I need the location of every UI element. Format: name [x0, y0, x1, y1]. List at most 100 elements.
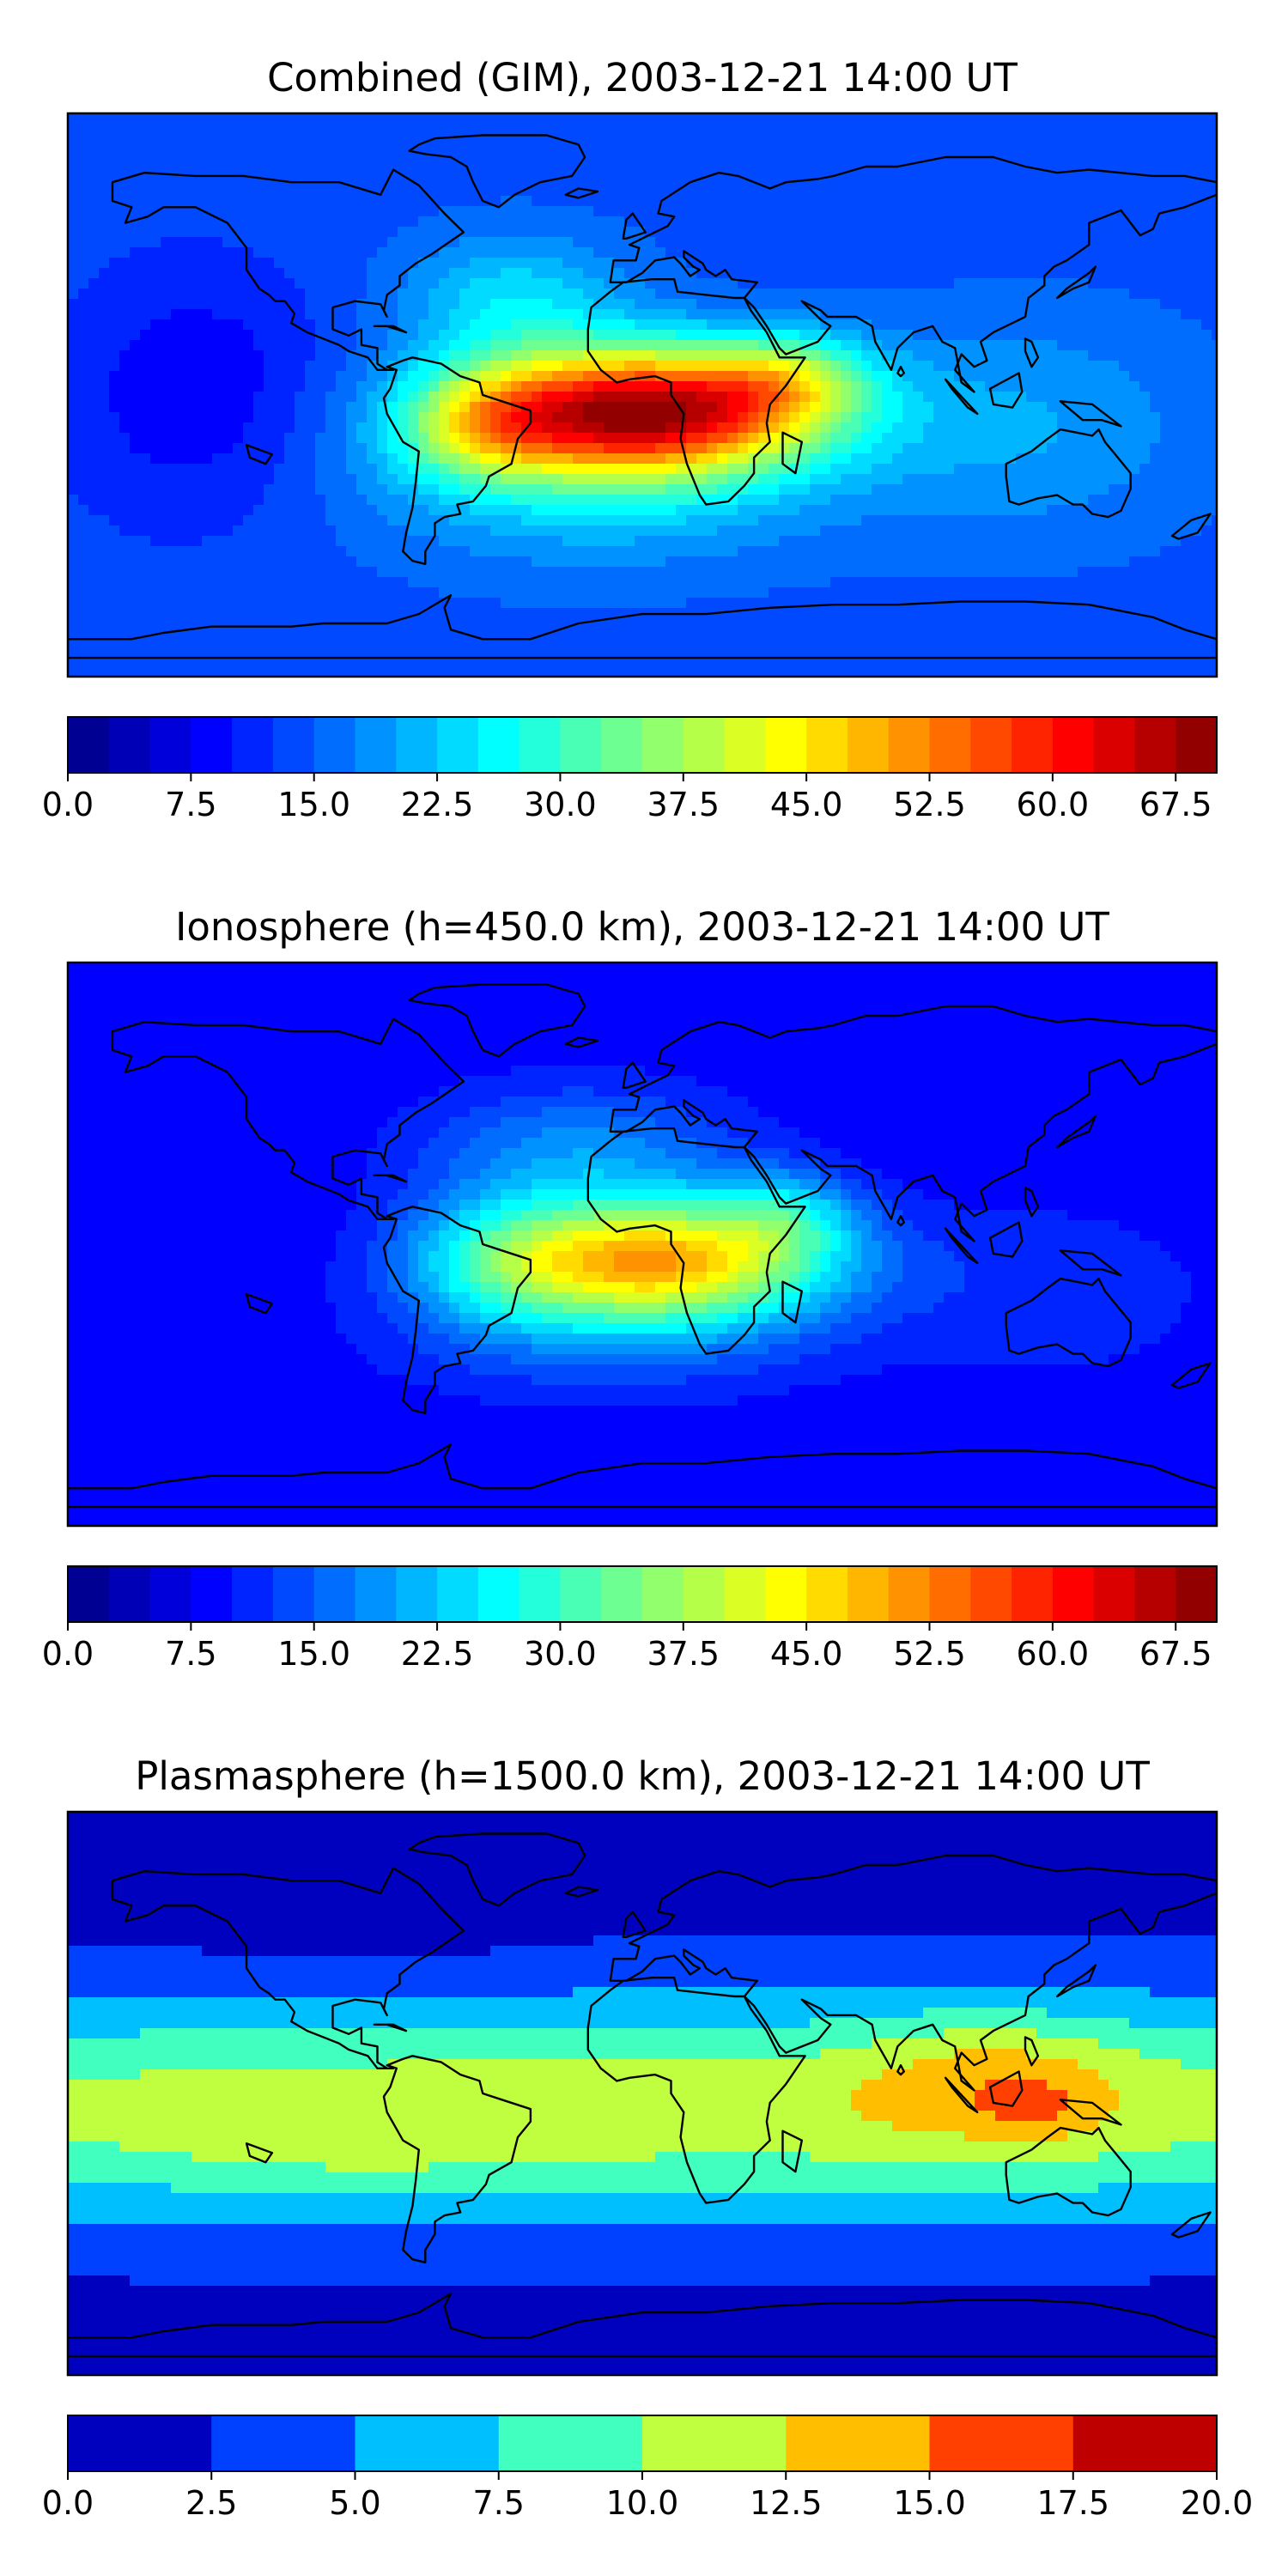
tec-cell — [954, 453, 965, 465]
tec-cell — [769, 546, 780, 557]
tec-cell — [902, 515, 914, 526]
tec-cell — [68, 381, 79, 392]
tec-cell — [325, 536, 337, 547]
tec-cell — [552, 206, 563, 217]
tec-cell — [1047, 474, 1058, 485]
tec-cell — [1212, 144, 1217, 155]
tec-cell — [130, 134, 141, 145]
tec-cell — [490, 319, 501, 331]
tec-cell — [717, 443, 728, 454]
tec-cell — [1212, 495, 1217, 506]
tec-cell — [799, 536, 811, 547]
tec-cell — [490, 567, 501, 578]
tec-cell — [428, 155, 440, 166]
tec-cell — [789, 278, 800, 289]
tec-cell — [1109, 124, 1120, 135]
tec-cell — [490, 536, 501, 547]
tec-cell — [861, 299, 872, 310]
tec-cell — [439, 433, 450, 444]
tec-cell — [954, 289, 965, 300]
tec-cell — [810, 247, 821, 258]
tec-cell — [418, 567, 429, 578]
tec-cell — [1160, 474, 1171, 485]
tec-cell — [1191, 556, 1202, 568]
tec-cell — [872, 484, 883, 495]
tec-cell — [274, 556, 285, 568]
tec-cell — [861, 361, 872, 372]
tec-cell — [1088, 309, 1099, 320]
tec-cell — [810, 371, 821, 382]
tec-cell — [799, 278, 811, 289]
tec-cell — [150, 371, 161, 382]
tec-cell — [1088, 474, 1099, 485]
tec-cell — [686, 309, 697, 320]
tec-cell — [88, 206, 100, 217]
tec-cell — [264, 206, 275, 217]
tec-cell — [521, 196, 532, 207]
tec-cell — [841, 402, 852, 413]
tec-cell — [161, 185, 172, 197]
tec-cell — [758, 124, 769, 135]
tec-cell — [707, 402, 718, 413]
tec-cell — [562, 402, 574, 413]
tec-cell — [305, 505, 316, 516]
tec-cell — [532, 196, 543, 207]
tec-cell — [470, 278, 481, 289]
tec-cell — [820, 484, 831, 495]
tec-cell — [222, 422, 234, 434]
tec-cell — [346, 289, 357, 300]
tec-cell — [1129, 453, 1140, 465]
tec-cell — [356, 134, 368, 145]
tec-cell — [593, 422, 605, 434]
tec-cell — [1150, 330, 1161, 341]
tec-cell — [1047, 515, 1058, 526]
tec-cell — [212, 484, 223, 495]
tec-cell — [748, 515, 759, 526]
tec-cell — [439, 144, 450, 155]
tec-cell — [78, 433, 89, 444]
tec-cell — [676, 412, 687, 423]
tec-cell — [1119, 361, 1130, 372]
tec-cell — [130, 175, 141, 186]
tec-cell — [717, 433, 728, 444]
tec-cell — [1160, 340, 1171, 351]
tec-cell — [1119, 268, 1130, 279]
tec-cell — [552, 464, 563, 475]
tec-cell — [655, 536, 666, 547]
tec-cell — [727, 350, 738, 361]
tec-cell — [428, 165, 440, 176]
tec-cell — [171, 526, 182, 537]
tec-cell — [1047, 155, 1058, 166]
tec-cell — [315, 278, 326, 289]
tec-cell — [872, 536, 883, 547]
tec-cell — [222, 144, 234, 155]
tec-cell — [758, 402, 769, 413]
tec-cell — [325, 309, 337, 320]
tec-cell — [882, 247, 893, 258]
tec-cell — [305, 216, 316, 228]
tec-cell — [346, 412, 357, 423]
tec-cell — [995, 392, 1006, 403]
tec-cell — [995, 546, 1006, 557]
tec-cell — [665, 268, 677, 279]
tec-cell — [1170, 144, 1182, 155]
tec-cell — [645, 196, 656, 207]
tec-cell — [1088, 175, 1099, 186]
tec-cell — [1119, 526, 1130, 537]
tec-cell — [892, 227, 903, 238]
tec-cell — [1005, 268, 1017, 279]
tec-cell — [758, 113, 769, 125]
tec-cell — [99, 227, 110, 238]
tec-cell — [1119, 278, 1130, 289]
tec-cell — [418, 412, 429, 423]
tec-cell — [295, 289, 306, 300]
tec-cell — [109, 453, 120, 465]
tec-cell — [264, 330, 275, 341]
tec-cell — [573, 278, 584, 289]
tec-cell — [954, 134, 965, 145]
tec-cell — [336, 546, 347, 557]
tec-cell — [1181, 505, 1192, 516]
tec-cell — [810, 361, 821, 372]
tec-cell — [284, 495, 295, 506]
tec-cell — [696, 443, 708, 454]
